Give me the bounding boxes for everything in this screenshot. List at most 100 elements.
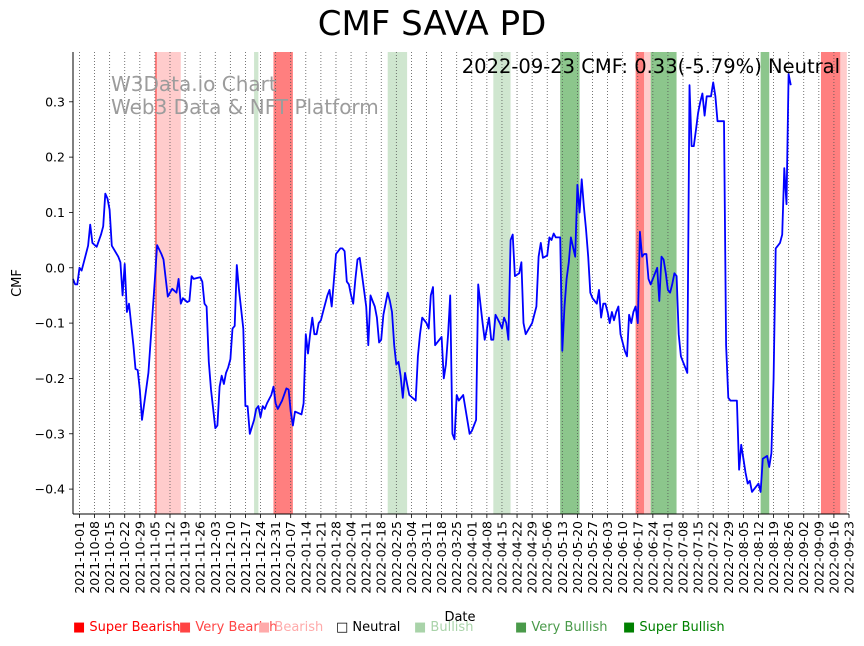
- signal-band-very-bullish: [760, 52, 770, 514]
- x-tick-label: 2022-05-06: [540, 521, 555, 594]
- labels-layer: 2021-10-01 2021-10-08 2021-10-15 2021-10-22…: [10, 55, 857, 625]
- signal-band-very-bearish: [273, 52, 293, 514]
- x-tick-label: 2021-12-24: [253, 521, 268, 594]
- y-tick-label: 0.2: [45, 150, 65, 165]
- x-tick-label: 2022-07-22: [706, 521, 721, 594]
- x-tick-label: 2022-09-02: [796, 521, 811, 594]
- signal-band-very-bearish: [635, 52, 645, 514]
- x-tick-label: 2021-10-01: [72, 521, 87, 594]
- vertical-grid: [79, 52, 850, 518]
- legend-label: Bearish: [274, 620, 324, 635]
- x-tick-label: 2022-05-27: [585, 521, 600, 594]
- x-tick-label: 2022-06-17: [630, 521, 645, 594]
- x-tick-label: 2022-08-26: [781, 521, 796, 594]
- x-tick-label: 2021-11-05: [147, 521, 162, 594]
- y-tick-label: −0.4: [35, 482, 65, 497]
- signal-band-bullish: [387, 52, 408, 514]
- x-tick-label: 2021-10-15: [102, 521, 117, 594]
- legend-item-neutral: □ Neutral: [336, 620, 400, 635]
- x-tick-label: 2022-05-13: [555, 521, 570, 594]
- series-layer: [72, 73, 792, 493]
- x-tick-label: 2022-06-10: [615, 521, 630, 594]
- legend-item-very-bullish: ■ Very Bullish: [515, 620, 607, 635]
- x-axis-label: Date: [444, 610, 475, 625]
- x-tick-label: 2022-07-08: [676, 521, 691, 594]
- x-tick-label: 2021-12-17: [238, 521, 253, 594]
- x-tick-label: 2021-12-31: [268, 521, 283, 594]
- signal-band-bullish: [254, 52, 259, 514]
- y-tick-label: 0.3: [45, 94, 65, 109]
- signal-band-very-bearish: [154, 52, 158, 514]
- x-tick-label: 2021-12-03: [208, 521, 223, 594]
- x-tick-label: 2021-11-12: [163, 521, 178, 594]
- signal-band-very-bullish: [560, 52, 580, 514]
- x-tick-label: 2022-02-04: [344, 521, 359, 594]
- x-tick-label: 2022-02-25: [389, 521, 404, 594]
- band-layer: [154, 52, 847, 514]
- x-tick-label: 2022-03-25: [449, 521, 464, 594]
- x-tick-label: 2022-08-19: [766, 521, 781, 594]
- x-tick-label: 2022-04-01: [464, 521, 479, 594]
- legend-item-very-bearish: ■ Very Bearish: [179, 620, 277, 635]
- y-axis-label: CMF: [10, 269, 25, 297]
- latest-value-annotation: 2022-09-23 CMF: 0.33(-5.79%) Neutral: [462, 55, 840, 78]
- x-tick-label: 2022-08-05: [736, 521, 751, 594]
- x-tick-label: 2022-05-20: [570, 521, 585, 594]
- watermark-line: Web3 Data & NFT Platform: [111, 95, 379, 119]
- x-tick-label: 2022-08-12: [751, 521, 766, 594]
- cmf-series-line: [72, 73, 792, 493]
- signal-band-very-bearish: [820, 52, 841, 514]
- x-tick-label: 2022-09-09: [811, 521, 826, 594]
- legend-item-bullish: ■ Bullish: [414, 620, 473, 635]
- y-tick-label: −0.2: [35, 371, 65, 386]
- legend-item-bearish: ■ Bearish: [258, 620, 323, 635]
- signal-band-bearish: [644, 52, 651, 514]
- legend-label: Neutral: [352, 620, 401, 635]
- x-tick-label: 2021-12-10: [223, 521, 238, 594]
- x-tick-label: 2022-03-04: [404, 521, 419, 594]
- chart-title: CMF SAVA PD: [317, 4, 547, 44]
- legend-item-super-bullish: ■ Super Bullish: [623, 620, 725, 635]
- x-tick-label: 2022-09-23: [842, 521, 857, 594]
- legend-label: Super Bearish: [89, 620, 181, 635]
- legend-label: Super Bullish: [639, 620, 725, 635]
- x-tick-label: 2022-03-11: [419, 521, 434, 594]
- x-tick-label: 2022-01-28: [328, 521, 343, 594]
- x-tick-label: 2022-01-21: [313, 521, 328, 594]
- x-tick-label: 2022-07-15: [691, 521, 706, 594]
- x-tick-label: 2022-04-29: [525, 521, 540, 594]
- legend-swatch-icon: ■: [623, 620, 640, 635]
- signal-band-bearish: [840, 52, 847, 514]
- x-tick-label: 2021-10-22: [117, 521, 132, 594]
- legend-label: Bullish: [430, 620, 474, 635]
- x-tick-label: 2022-02-18: [374, 521, 389, 594]
- legend-item-super-bearish: ■ Super Bearish: [73, 620, 181, 635]
- legend-label: Very Bullish: [531, 620, 608, 635]
- legend-swatch-icon: ■: [73, 620, 90, 635]
- x-tick-label: 2022-01-14: [298, 521, 313, 594]
- x-tick-label: 2022-04-08: [479, 521, 494, 594]
- legend-swatch-icon: ■: [258, 620, 275, 635]
- x-tick-label: 2022-04-22: [510, 521, 525, 594]
- x-tick-label: 2022-06-03: [600, 521, 615, 594]
- x-tick-label: 2022-02-11: [359, 521, 374, 594]
- legend-swatch-icon: ■: [515, 620, 532, 635]
- x-tick-label: 2022-06-24: [645, 521, 660, 594]
- x-tick-label: 2022-03-18: [434, 521, 449, 594]
- y-tick-label: 0.0: [45, 260, 65, 275]
- x-tick-label: 2021-10-29: [132, 521, 147, 594]
- axes-layer: [69, 52, 849, 515]
- y-tick-label: −0.3: [35, 426, 65, 441]
- x-tick-label: 2022-07-01: [660, 521, 675, 594]
- legend-swatch-icon: ■: [414, 620, 431, 635]
- x-tick-label: 2022-04-15: [494, 521, 509, 594]
- legend-label: Very Bearish: [195, 620, 278, 635]
- watermark-line: W3Data.io Chart: [111, 72, 277, 96]
- x-tick-label: 2021-11-26: [193, 521, 208, 594]
- x-tick-label: 2021-10-08: [87, 521, 102, 594]
- x-tick-label: 2021-11-19: [178, 521, 193, 594]
- legend-swatch-icon: □: [336, 620, 353, 635]
- x-tick-label: 2022-09-16: [826, 521, 841, 594]
- x-tick-label: 2022-07-29: [721, 521, 736, 594]
